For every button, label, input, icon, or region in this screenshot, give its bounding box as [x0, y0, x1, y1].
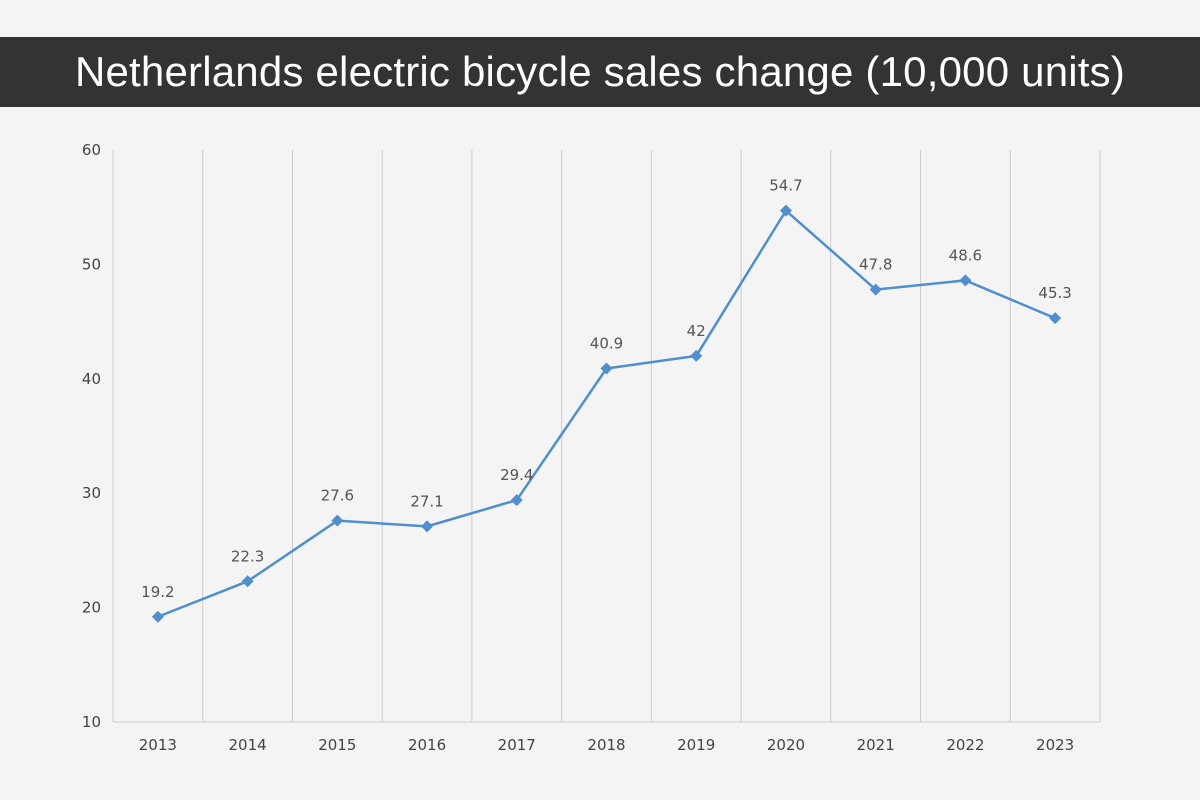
- data-point-marker: [421, 520, 434, 533]
- x-tick-label: 2015: [318, 736, 356, 754]
- data-label: 40.9: [590, 335, 623, 353]
- x-tick-label: 2021: [857, 736, 895, 754]
- y-tick-label: 40: [82, 370, 101, 388]
- y-tick-label: 50: [82, 255, 101, 273]
- y-tick-label: 20: [82, 599, 101, 617]
- y-tick-label: 30: [82, 484, 101, 502]
- x-tick-label: 2017: [498, 736, 536, 754]
- data-label: 42: [687, 322, 706, 340]
- x-tick-label: 2020: [767, 736, 805, 754]
- x-tick-label: 2022: [946, 736, 984, 754]
- data-label: 27.6: [321, 487, 354, 505]
- x-tick-label: 2016: [408, 736, 446, 754]
- data-point-marker: [600, 362, 613, 375]
- y-tick-label: 10: [82, 713, 101, 731]
- y-tick-label: 60: [82, 141, 101, 159]
- data-point-marker: [779, 204, 792, 217]
- data-point-marker: [869, 283, 882, 296]
- x-tick-label: 2019: [677, 736, 715, 754]
- data-label: 27.1: [410, 492, 443, 510]
- data-label: 29.4: [500, 466, 533, 484]
- data-point-marker: [690, 349, 703, 362]
- data-label: 48.6: [949, 246, 982, 264]
- data-point-marker: [1049, 312, 1062, 325]
- x-tick-label: 2023: [1036, 736, 1074, 754]
- x-tick-label: 2013: [139, 736, 177, 754]
- data-label: 47.8: [859, 256, 892, 274]
- data-label: 54.7: [769, 177, 802, 195]
- title-banner: Netherlands electric bicycle sales chang…: [0, 37, 1200, 107]
- data-point-marker: [151, 610, 164, 623]
- x-tick-label: 2018: [587, 736, 625, 754]
- data-point-marker: [510, 494, 523, 507]
- data-label: 19.2: [141, 583, 174, 601]
- chart-title: Netherlands electric bicycle sales chang…: [74, 48, 1126, 95]
- data-label: 45.3: [1038, 284, 1071, 302]
- data-point-marker: [241, 575, 254, 588]
- x-tick-label: 2014: [228, 736, 266, 754]
- data-label: 22.3: [231, 547, 264, 565]
- data-point-marker: [959, 274, 972, 287]
- data-point-marker: [331, 514, 344, 527]
